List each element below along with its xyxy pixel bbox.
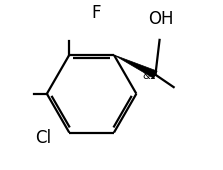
- Text: OH: OH: [149, 10, 174, 28]
- Text: &1: &1: [142, 71, 156, 81]
- Polygon shape: [114, 55, 157, 78]
- Text: Cl: Cl: [35, 129, 52, 147]
- Text: F: F: [92, 4, 101, 22]
